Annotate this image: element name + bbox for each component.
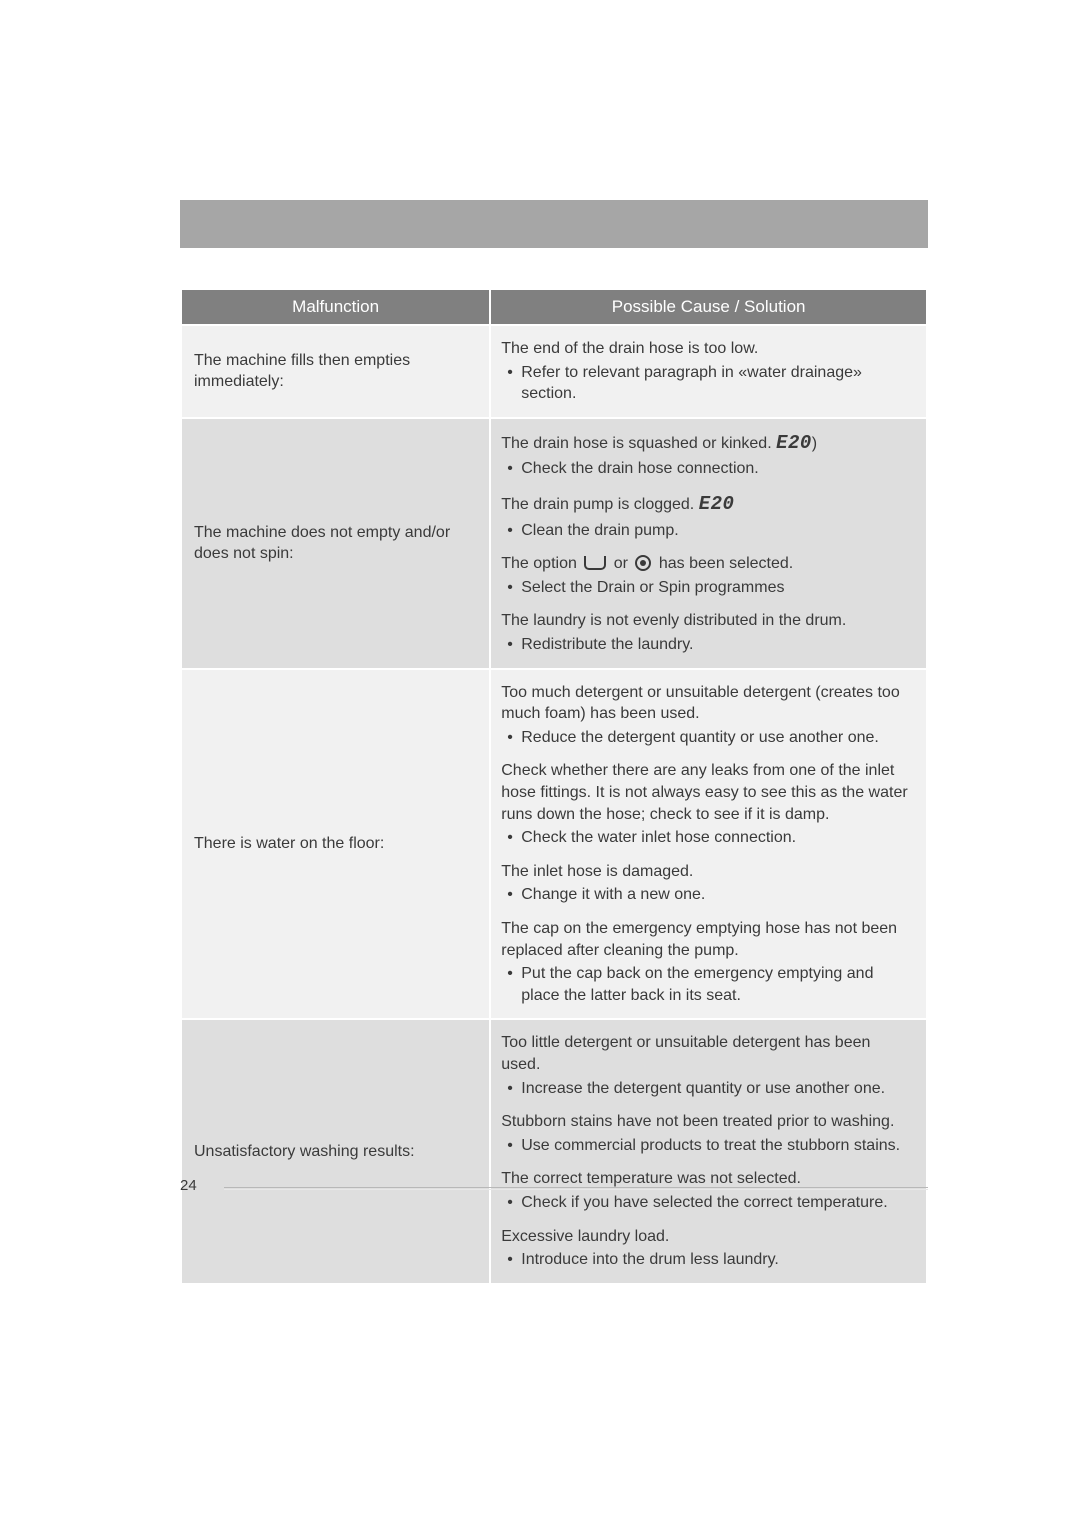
cause-block: Too little detergent or unsuitable deter… — [501, 1032, 912, 1099]
fix-list: Refer to relevant paragraph in «water dr… — [501, 362, 912, 405]
fix-list: Select the Drain or Spin programmes — [501, 577, 912, 599]
cause-text: The option or has been selected. — [501, 553, 912, 575]
cause-block: Check whether there are any leaks from o… — [501, 760, 912, 848]
cause-block: The option or has been selected.Select t… — [501, 553, 912, 598]
cause-text: The laundry is not evenly distributed in… — [501, 610, 912, 632]
solution-cell: Too little detergent or unsuitable deter… — [490, 1019, 927, 1283]
no-spin-icon — [635, 555, 651, 571]
fix-item: Check if you have selected the correct t… — [503, 1192, 912, 1214]
fix-list: Introduce into the drum less laundry. — [501, 1249, 912, 1271]
solution-cell: The drain hose is squashed or kinked. E2… — [490, 418, 927, 669]
fix-list: Use commercial products to treat the stu… — [501, 1135, 912, 1157]
cause-block: The correct temperature was not selected… — [501, 1168, 912, 1213]
fix-list: Reduce the detergent quantity or use ano… — [501, 727, 912, 749]
footer-rule — [224, 1187, 928, 1188]
fix-item: Use commercial products to treat the stu… — [503, 1135, 912, 1157]
fix-list: Increase the detergent quantity or use a… — [501, 1078, 912, 1100]
cause-block: The inlet hose is damaged.Change it with… — [501, 861, 912, 906]
malfunction-cell: The machine fills then empties immediate… — [181, 325, 490, 418]
cause-block: Too much detergent or unsuitable deterge… — [501, 682, 912, 749]
fix-item: Check the water inlet hose connection. — [503, 827, 912, 849]
fix-item: Redistribute the laundry. — [503, 634, 912, 656]
table-row: Unsatisfactory washing results: Too littl… — [181, 1019, 927, 1283]
cause-text: Too much detergent or unsuitable deterge… — [501, 682, 912, 725]
rinse-hold-icon — [584, 556, 606, 570]
fix-item: Introduce into the drum less laundry. — [503, 1249, 912, 1271]
fix-item: Clean the drain pump. — [503, 520, 912, 542]
cause-text: The inlet hose is damaged. — [501, 861, 912, 883]
malfunction-cell: The machine does not empty and/or does n… — [181, 418, 490, 669]
cause-block: Stubborn stains have not been treated pr… — [501, 1111, 912, 1156]
fix-item: Put the cap back on the emergency emptyi… — [503, 963, 912, 1006]
col-header-malfunction: Malfunction — [181, 289, 490, 325]
solution-cell: Too much detergent or unsuitable deterge… — [490, 669, 927, 1020]
cause-text: Excessive laundry load. — [501, 1226, 912, 1248]
cause-block: The laundry is not evenly distributed in… — [501, 610, 912, 655]
page-number: 24 — [180, 1177, 197, 1194]
header-bar — [180, 200, 928, 248]
fix-item: Change it with a new one. — [503, 884, 912, 906]
fix-list: Check the drain hose connection. — [501, 458, 912, 480]
fix-item: Increase the detergent quantity or use a… — [503, 1078, 912, 1100]
malfunction-cell: There is water on the floor: — [181, 669, 490, 1020]
solution-cell: The end of the drain hose is too low.Ref… — [490, 325, 927, 418]
fix-list: Put the cap back on the emergency emptyi… — [501, 963, 912, 1006]
table-row: The machine does not empty and/or does n… — [181, 418, 927, 669]
fix-item: Reduce the detergent quantity or use ano… — [503, 727, 912, 749]
error-code: E20 — [699, 493, 735, 515]
fix-item: Check the drain hose connection. — [503, 458, 912, 480]
cause-text: Check whether there are any leaks from o… — [501, 760, 912, 825]
fix-list: Check the water inlet hose connection. — [501, 827, 912, 849]
cause-text: Stubborn stains have not been treated pr… — [501, 1111, 912, 1133]
cause-block: The cap on the emergency emptying hose h… — [501, 918, 912, 1006]
cause-text: The end of the drain hose is too low. — [501, 338, 912, 360]
fix-list: Change it with a new one. — [501, 884, 912, 906]
table-row: The machine fills then empties immediate… — [181, 325, 927, 418]
cause-text: The cap on the emergency emptying hose h… — [501, 918, 912, 961]
table-header-row: Malfunction Possible Cause / Solution — [181, 289, 927, 325]
table-row: There is water on the floor: Too much det… — [181, 669, 927, 1020]
col-header-solution: Possible Cause / Solution — [490, 289, 927, 325]
troubleshooting-table: Malfunction Possible Cause / Solution Th… — [180, 288, 928, 1285]
cause-text: The drain pump is clogged. E20 — [501, 492, 912, 518]
cause-block: The end of the drain hose is too low.Ref… — [501, 338, 912, 405]
cause-text: Too little detergent or unsuitable deter… — [501, 1032, 912, 1075]
cause-block: The drain hose is squashed or kinked. E2… — [501, 431, 912, 480]
fix-list: Redistribute the laundry. — [501, 634, 912, 656]
error-code: E20 — [776, 432, 812, 454]
cause-block: Excessive laundry load.Introduce into th… — [501, 1226, 912, 1271]
fix-list: Clean the drain pump. — [501, 520, 912, 542]
malfunction-cell: Unsatisfactory washing results: — [181, 1019, 490, 1283]
cause-text: The drain hose is squashed or kinked. E2… — [501, 431, 912, 457]
fix-item: Refer to relevant paragraph in «water dr… — [503, 362, 912, 405]
fix-list: Check if you have selected the correct t… — [501, 1192, 912, 1214]
page: Malfunction Possible Cause / Solution Th… — [0, 0, 1080, 1527]
cause-block: The drain pump is clogged. E20Clean the … — [501, 492, 912, 541]
fix-item: Select the Drain or Spin programmes — [503, 577, 912, 599]
